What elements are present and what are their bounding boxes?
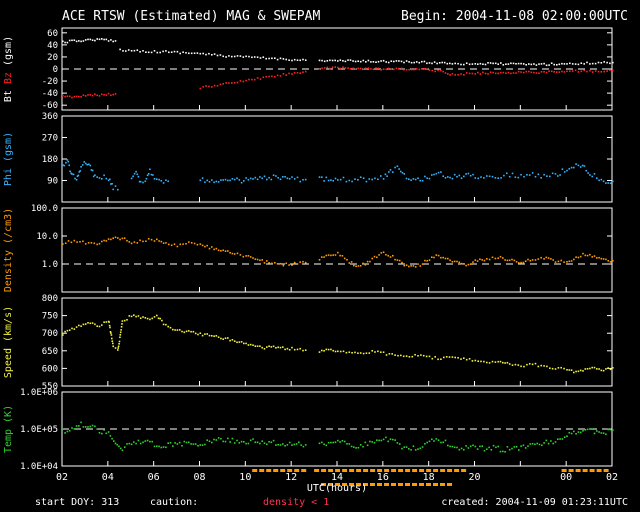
phi-series (62, 159, 614, 191)
speed-axis-title: Speed (km/s) (3, 306, 14, 378)
begin-timestamp: Begin: 2004-11-08 02:00:00UTC (401, 9, 628, 24)
y-tick-label: 90 (47, 177, 58, 187)
phi-axis-title: Phi (gsm) (3, 132, 14, 186)
density-series (62, 236, 614, 268)
caution-marks (252, 469, 609, 486)
y-tick-label: 700 (42, 329, 58, 339)
caution-label: caution: (150, 497, 199, 508)
y-tick-label: 100.0 (31, 204, 58, 214)
y-tick-label: 750 (42, 312, 58, 322)
y-tick-label: 20 (47, 53, 58, 63)
x-tick-label: 16 (377, 472, 389, 483)
y-tick-label: 550 (42, 382, 58, 392)
y-tick-label: 0 (53, 65, 58, 75)
x-tick-label: 20 (468, 472, 480, 483)
y-tick-label: 40 (47, 41, 58, 51)
speed-panel: 800 750 700 650 600 550 Speed (km/s) (3, 294, 614, 392)
density-axis-title: Density (/cm3) (3, 208, 14, 292)
bt-bz-axis-title: Bt Bz (gsm) (3, 36, 14, 102)
y-tick-label: -60 (42, 101, 58, 111)
created-timestamp: created: 2004-11-09 01:23:11UTC (441, 497, 628, 508)
bt-bz-panel: 60 40 20 0 -20 -40 -60 Bt Bz (gsm) (3, 27, 614, 111)
x-axis-title: UTC(hours) (306, 483, 368, 494)
plot-title: ACE RTSW (Estimated) MAG & SWEPAM (62, 9, 321, 24)
y-tick-label: 1.0 (42, 260, 58, 270)
phi-panel: 360 270 180 90 Phi (gsm) (3, 112, 614, 203)
y-tick-label: 1.0E+04 (20, 462, 58, 472)
density-panel: 100.0 10.0 1.0 Density (/cm3) (3, 204, 614, 293)
y-tick-label: -40 (42, 89, 58, 99)
y-tick-label: 360 (42, 112, 58, 122)
x-tick-label: 12 (285, 472, 297, 483)
speed-series (62, 314, 614, 374)
x-tick-label: 14 (331, 472, 343, 483)
x-tick-label: 18 (423, 472, 435, 483)
temp-panel: 1.0E+06 1.0E+05 1.0E+04 Temp (K) (3, 388, 614, 472)
bt-series (62, 38, 614, 67)
y-tick-label: 1.0E+05 (20, 425, 58, 435)
y-tick-label: 650 (42, 347, 58, 357)
y-tick-label: 10.0 (36, 232, 58, 242)
x-tick-label: 02 (606, 472, 618, 483)
temp-axis-title: Temp (K) (3, 405, 14, 453)
x-tick-label: 00 (560, 472, 572, 483)
x-tick-label: 04 (102, 472, 114, 483)
y-tick-label: 60 (47, 29, 58, 39)
y-tick-label: 600 (42, 364, 58, 374)
x-tick-label: 06 (148, 472, 160, 483)
y-tick-label: 270 (42, 134, 58, 144)
x-tick-label: 02 (56, 472, 68, 483)
temp-series (62, 421, 614, 453)
y-tick-label: 1.0E+06 (20, 388, 58, 398)
x-tick-label: 10 (239, 472, 251, 483)
y-tick-label: 180 (42, 155, 58, 165)
caution-value: density < 1 (263, 497, 330, 508)
y-tick-label: -20 (42, 77, 58, 87)
y-tick-label: 800 (42, 294, 58, 304)
x-tick-label: 08 (193, 472, 205, 483)
bz-series (62, 66, 614, 99)
start-doy: start DOY: 313 (35, 497, 120, 508)
x-axis-labels: 02 04 06 08 10 12 14 16 18 20 00 02 (56, 472, 618, 483)
